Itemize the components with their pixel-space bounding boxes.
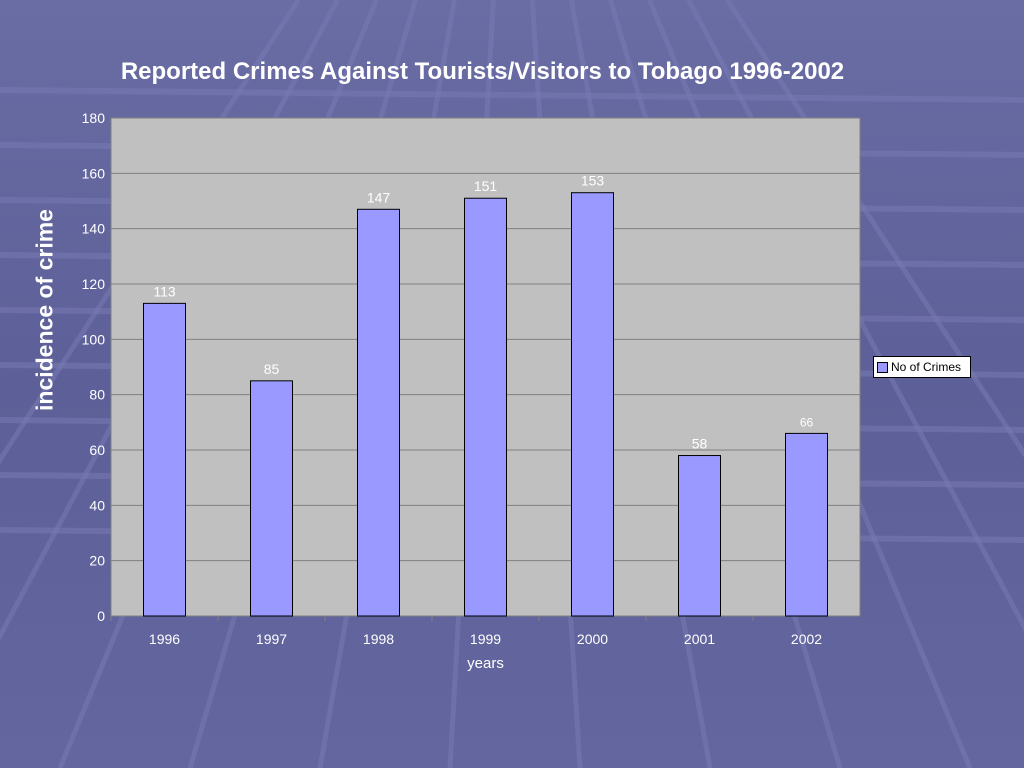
data-label-2001: 58 — [692, 436, 708, 452]
y-tick-label: 20 — [89, 553, 105, 569]
data-label-1999: 151 — [474, 178, 498, 194]
bar-2001 — [678, 455, 721, 617]
y-tick-label: 80 — [89, 387, 105, 403]
x-tick-label-2000: 2000 — [577, 631, 608, 647]
data-label-2002: 66 — [800, 415, 814, 429]
x-tick-label-1999: 1999 — [470, 631, 501, 647]
chart-title: Reported Crimes Against Tourists/Visitor… — [120, 58, 845, 85]
legend: No of Crimes — [873, 356, 971, 378]
bar-2002 — [785, 432, 828, 617]
x-tick-label-2001: 2001 — [684, 631, 715, 647]
x-tick-labels: 1996 1997 1998 1999 2000 2001 2002 — [110, 616, 822, 647]
y-tick-label: 0 — [97, 608, 105, 624]
x-tick-label-1997: 1997 — [256, 631, 287, 647]
y-tick-label: 160 — [82, 165, 106, 181]
x-tick-label-2002: 2002 — [791, 631, 822, 647]
bars — [143, 192, 828, 617]
bar-1996 — [143, 302, 186, 617]
y-tick-label: 100 — [82, 331, 106, 347]
data-label-2000: 153 — [581, 173, 605, 189]
y-tick-label: 180 — [82, 110, 106, 126]
legend-label: No of Crimes — [891, 360, 962, 374]
bar-1999 — [464, 197, 507, 617]
data-label-1998: 147 — [367, 189, 391, 205]
x-axis-title: years — [467, 655, 504, 672]
background-grid-line — [0, 87, 1024, 103]
data-label-1996: 113 — [153, 283, 176, 299]
y-tick-label: 140 — [82, 221, 106, 237]
bar-2000 — [571, 192, 614, 617]
x-tick-label-1996: 1996 — [149, 631, 180, 647]
y-tick-label: 40 — [89, 497, 105, 513]
legend-swatch — [877, 361, 888, 373]
y-tick-labels: 0 20 40 60 80 100 120 140 160 180 — [82, 110, 106, 624]
y-tick-label: 60 — [89, 442, 105, 458]
data-labels: 113 85 147 151 153 58 66 — [153, 173, 813, 452]
data-label-1997: 85 — [264, 361, 280, 377]
bar-1998 — [357, 208, 400, 617]
bar-1997 — [250, 380, 293, 617]
x-tick-label-1998: 1998 — [363, 631, 394, 647]
y-tick-label: 120 — [82, 276, 106, 292]
